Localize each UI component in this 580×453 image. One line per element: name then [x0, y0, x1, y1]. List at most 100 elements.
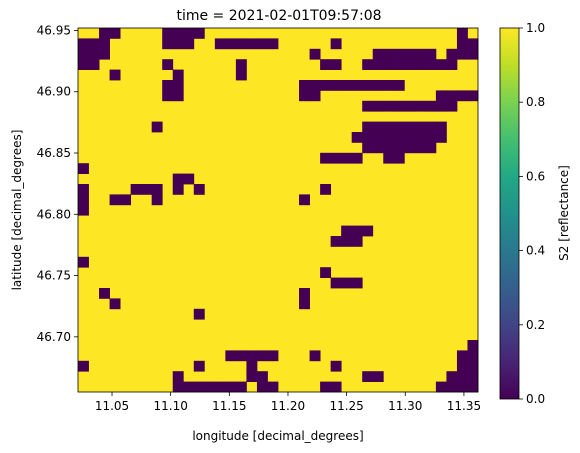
heatmap-cell — [330, 277, 342, 289]
heatmap-cell — [383, 80, 395, 91]
heatmap-grid — [78, 28, 479, 393]
heatmap-cell — [456, 350, 468, 362]
heatmap-cell — [172, 28, 184, 39]
heatmap-cell — [256, 371, 268, 382]
heatmap-cell — [341, 225, 353, 237]
colorbar-tick-label: 0.4 — [526, 244, 545, 258]
heatmap-cell — [456, 48, 468, 60]
heatmap-cell — [446, 371, 458, 382]
colorbar-tick-label: 0.2 — [526, 318, 545, 332]
heatmap-cell — [78, 38, 89, 50]
heatmap-cell — [351, 152, 363, 164]
heatmap-cell — [425, 132, 437, 143]
heatmap-cell — [435, 121, 447, 133]
heatmap-cell — [172, 90, 184, 102]
heatmap-cell — [172, 371, 184, 382]
heatmap-cell — [383, 48, 395, 60]
heatmap-cell — [320, 152, 332, 164]
heatmap-cell — [78, 204, 89, 216]
heatmap-cell — [351, 236, 363, 247]
heatmap-cell — [351, 225, 363, 237]
heatmap-cell — [267, 381, 279, 393]
heatmap-cell — [225, 38, 237, 50]
heatmap-cell — [435, 381, 447, 393]
heatmap-cell — [341, 152, 353, 164]
heatmap-cell — [456, 360, 468, 372]
heatmap-cell — [330, 236, 342, 247]
heatmap-cell — [204, 381, 216, 393]
y-tick-label: 46.90 — [37, 85, 71, 99]
heatmap-cell — [362, 80, 374, 91]
heatmap-cell — [393, 80, 405, 91]
heatmap-cell — [309, 90, 321, 102]
y-tick-label: 46.80 — [37, 207, 71, 221]
heatmap-cell — [299, 298, 310, 310]
colorbar-tick-label: 0.8 — [526, 95, 545, 109]
colorbar — [499, 27, 520, 400]
heatmap-cell — [109, 298, 121, 310]
heatmap-cell — [256, 381, 268, 393]
heatmap-cell — [383, 59, 395, 70]
heatmap-cell — [162, 59, 174, 70]
heatmap-cell — [78, 59, 89, 70]
heatmap-cell — [299, 288, 310, 299]
y-tick-label: 46.75 — [37, 269, 71, 283]
heatmap-cell — [99, 48, 110, 60]
heatmap-cell — [425, 59, 437, 70]
heatmap-cell — [320, 184, 332, 195]
heatmap-cell — [141, 184, 153, 195]
heatmap-cell — [162, 90, 174, 102]
heatmap-cell — [320, 80, 332, 91]
x-axis-label: longitude [decimal_degrees] — [192, 429, 363, 443]
heatmap-cell — [372, 80, 384, 91]
heatmap-cell — [320, 381, 332, 393]
heatmap-cell — [404, 142, 416, 154]
heatmap-cell — [351, 277, 363, 289]
heatmap-cell — [246, 350, 258, 362]
heatmap-cell — [467, 371, 479, 382]
heatmap-cell — [362, 59, 374, 70]
heatmap-cell — [193, 28, 205, 39]
heatmap-cell — [246, 360, 258, 372]
y-tick-label: 46.85 — [37, 146, 71, 160]
heatmap-cell — [256, 350, 268, 362]
heatmap-cell — [362, 371, 374, 382]
heatmap-cell — [467, 38, 479, 50]
colorbar-tick-label: 0.0 — [526, 392, 545, 406]
heatmap-cell — [446, 381, 458, 393]
heatmap-cell — [393, 48, 405, 60]
heatmap-cell — [193, 381, 205, 393]
heatmap-cell — [162, 38, 174, 50]
heatmap-cell — [446, 100, 458, 112]
heatmap-cell — [351, 132, 363, 143]
x-tick-label: 11.25 — [329, 399, 363, 413]
heatmap-cell — [99, 38, 110, 50]
heatmap-cell — [330, 59, 342, 70]
heatmap-cell — [267, 38, 279, 50]
heatmap-cell — [425, 100, 437, 112]
heatmap-cell — [193, 308, 205, 320]
heatmap-cell — [330, 381, 342, 393]
heatmap-cell — [456, 371, 468, 382]
heatmap-cell — [372, 132, 384, 143]
heatmap-cell — [267, 350, 279, 362]
heatmap-cell — [120, 194, 132, 206]
heatmap-cell — [172, 173, 184, 185]
heatmap-cell — [414, 59, 426, 70]
heatmap-cell — [99, 28, 110, 39]
heatmap-cell — [299, 80, 310, 91]
heatmap-cell — [393, 142, 405, 154]
heatmap-cell — [78, 256, 89, 268]
heatmap-cell — [256, 38, 268, 50]
heatmap-cell — [362, 121, 374, 133]
heatmap-cell — [435, 59, 447, 70]
heatmap-cell — [456, 28, 468, 39]
heatmap-cell — [467, 360, 479, 372]
heatmap-cell — [383, 100, 395, 112]
heatmap-cell — [393, 121, 405, 133]
heatmap-cell — [183, 173, 195, 185]
heatmap-cell — [362, 142, 374, 154]
heatmap-cell — [235, 381, 247, 393]
heatmap-cell — [435, 100, 447, 112]
